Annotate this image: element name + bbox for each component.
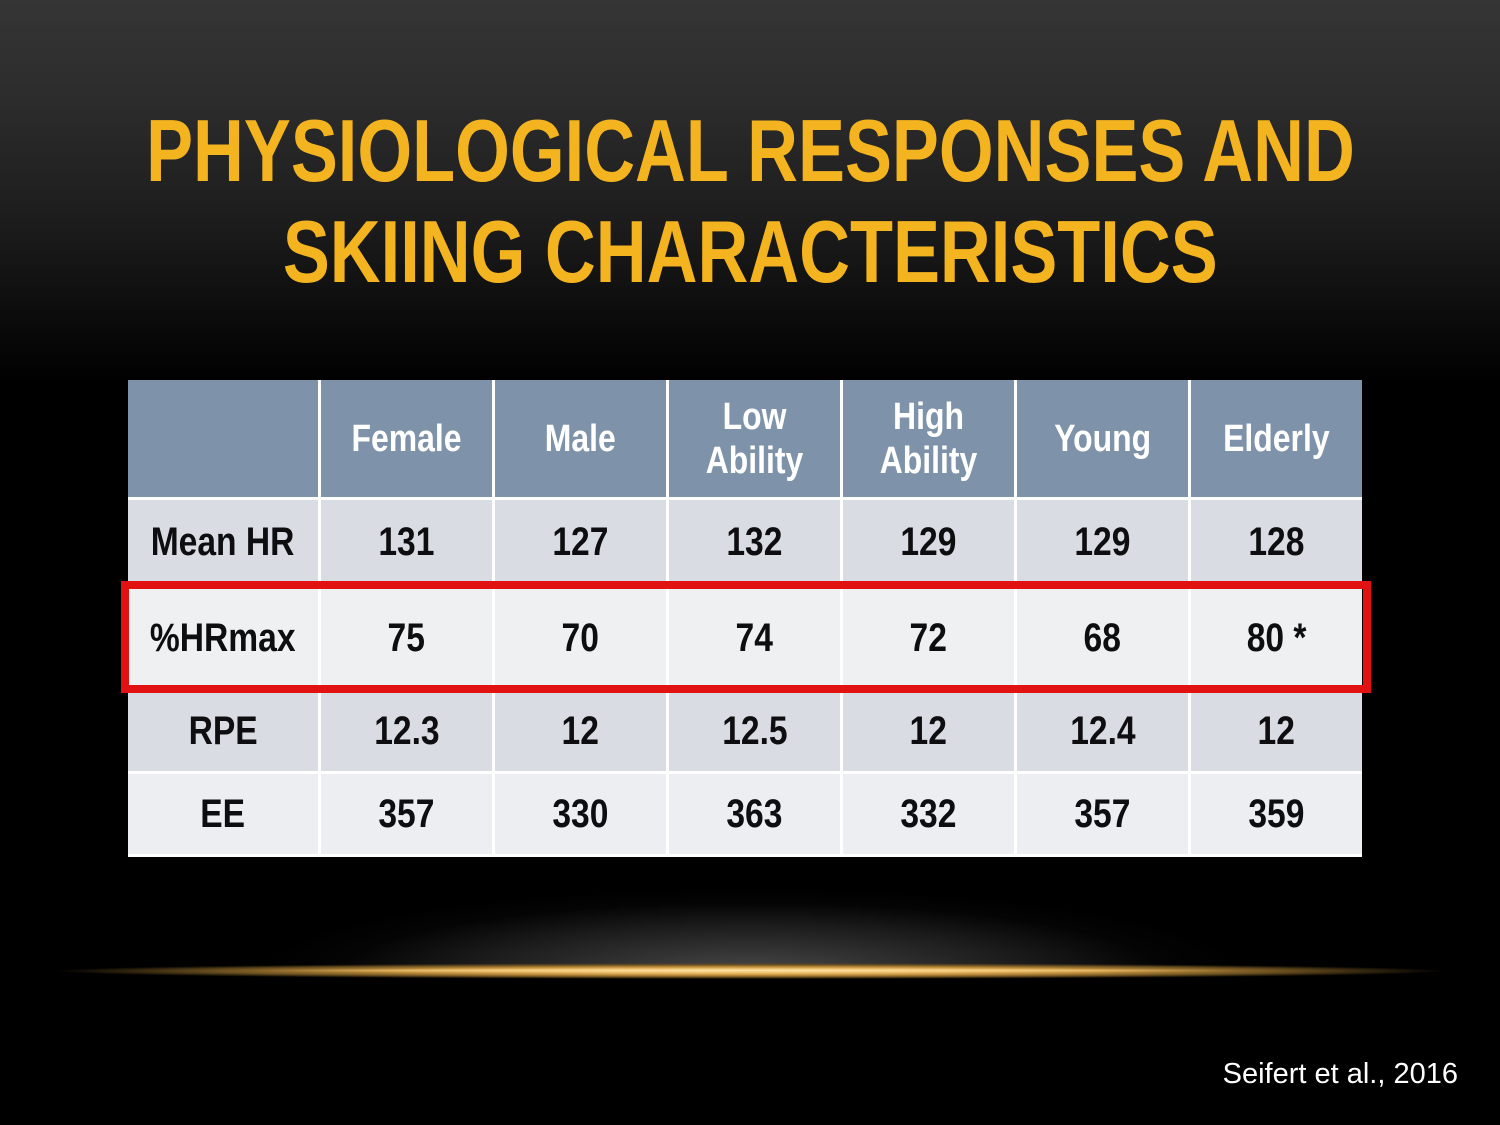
column-header-high-ability: High Ability [843,380,1014,497]
table-cell: 12.4 [1017,691,1188,771]
table-cell: 12 [1191,691,1362,771]
table-cell: 68 [1017,588,1188,688]
highlight-box-hrmax-row [121,581,1371,693]
slide-title-line-1: PHYSIOLOGICAL RESPONSES AND [0,100,1500,201]
data-table: Female Male Low Ability High Ability You… [128,380,1362,857]
slide-title-line-2: SKIING CHARACTERISTICS [0,201,1500,302]
column-header-male: Male [495,380,666,497]
row-header-hrmax: %HRmax [128,588,318,688]
table-cell: 12.3 [321,691,492,771]
column-header-low-ability: Low Ability [669,380,840,497]
citation: Seifert et al., 2016 [1222,1058,1458,1090]
table-cell: 75 [321,588,492,688]
slide-title-text-1: PHYSIOLOGICAL RESPONSES AND [145,101,1355,200]
table-cell: 330 [495,774,666,854]
table-cell: 132 [669,500,840,585]
table-cell: 363 [669,774,840,854]
slide-title: PHYSIOLOGICAL RESPONSES AND SKIING CHARA… [0,100,1500,302]
column-header-elderly: Elderly [1191,380,1362,497]
table-cell: 127 [495,500,666,585]
table-cell: 332 [843,774,1014,854]
table-cell: 12 [843,691,1014,771]
row-header-mean-hr: Mean HR [128,500,318,585]
table-cell: 129 [843,500,1014,585]
column-header-empty [128,380,318,497]
slide-title-text-2: SKIING CHARACTERISTICS [282,202,1218,301]
table-cell: 357 [321,774,492,854]
table-cell: 359 [1191,774,1362,854]
table-cell: 70 [495,588,666,688]
row-header-ee: EE [128,774,318,854]
column-header-female: Female [321,380,492,497]
table-row-hrmax: %HRmax 75 70 74 72 68 80 * [128,588,1362,688]
table-row-mean-hr: Mean HR 131 127 132 129 129 128 [128,500,1362,585]
table-cell: 357 [1017,774,1188,854]
row-header-rpe: RPE [128,691,318,771]
table-cell: 12 [495,691,666,771]
column-header-young: Young [1017,380,1188,497]
table-cell: 72 [843,588,1014,688]
table-row-ee: EE 357 330 363 332 357 359 [128,774,1362,854]
table-cell: 129 [1017,500,1188,585]
table-cell: 131 [321,500,492,585]
table-cell: 74 [669,588,840,688]
spotlight-glow [0,860,1500,972]
gold-divider-line-core [250,968,1250,973]
table-cell: 12.5 [669,691,840,771]
table-header-row: Female Male Low Ability High Ability You… [128,380,1362,497]
table-row-rpe: RPE 12.3 12 12.5 12 12.4 12 [128,691,1362,771]
table-cell: 80 * [1191,588,1362,688]
table-cell: 128 [1191,500,1362,585]
